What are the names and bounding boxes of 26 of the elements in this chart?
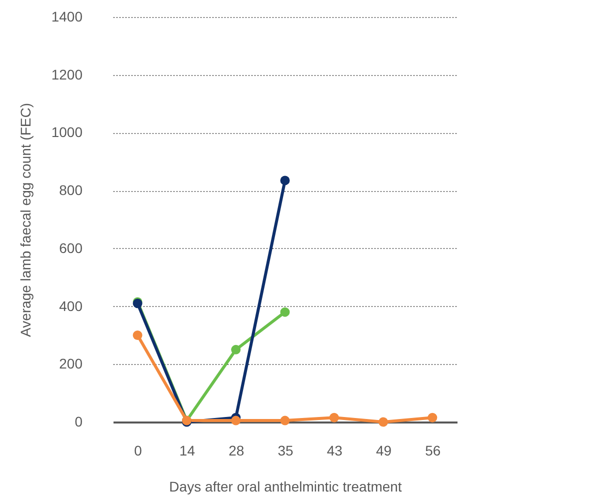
- point: [231, 344, 241, 354]
- x-tick-label: 14: [179, 442, 196, 458]
- y-tick-label: 200: [59, 356, 83, 372]
- x-tick-label: 28: [228, 442, 244, 458]
- point: [280, 416, 290, 426]
- point: [378, 417, 388, 427]
- point: [280, 176, 290, 186]
- x-axis-title: Days after oral anthelmintic treatment: [169, 478, 402, 494]
- y-tick-label: 800: [59, 182, 83, 198]
- point: [231, 416, 241, 426]
- y-tick-label: 1000: [51, 124, 83, 140]
- y-tick-label: 600: [59, 240, 83, 256]
- y-tick-label: 400: [59, 298, 83, 314]
- y-tick-label: 0: [74, 414, 83, 430]
- point: [329, 412, 339, 422]
- point: [280, 307, 290, 317]
- x-tick-label: 35: [278, 442, 294, 458]
- y-tick-label: 1400: [51, 8, 83, 24]
- point: [428, 412, 438, 422]
- y-axis-title: Average lamb faecal egg count (FEC): [17, 103, 34, 337]
- x-tick-label: 0: [134, 442, 142, 458]
- x-tick-label: 49: [376, 442, 392, 458]
- y-tick-label: 1200: [51, 66, 83, 82]
- x-tick-label: 56: [425, 442, 441, 458]
- x-tick-label: 43: [326, 442, 343, 458]
- point: [132, 330, 142, 340]
